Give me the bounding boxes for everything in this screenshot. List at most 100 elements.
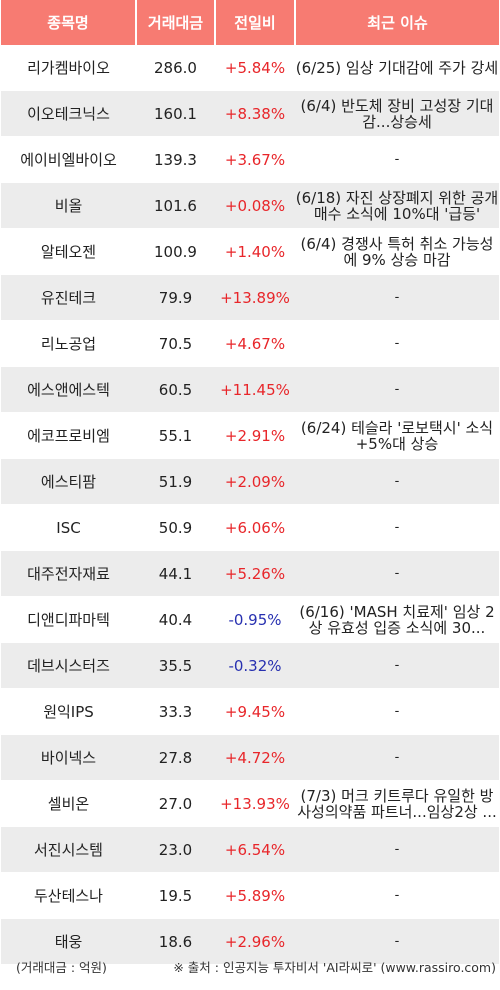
stock-name: 셀비온 [1, 780, 136, 827]
daily-change: +4.72% [215, 734, 295, 781]
table-row: 비올 101.6 +0.08% (6/18) 자진 상장폐지 위한 공개매수 소식에 … [1, 182, 499, 229]
recent-issue-text: (6/24) 테슬라 '로보택시' 소식 +5%대 상승 [300, 419, 494, 452]
daily-change: +9.45% [215, 688, 295, 735]
stock-name: 리노공업 [1, 320, 136, 367]
daily-change: +6.54% [215, 826, 295, 873]
trading-volume: 19.5 [136, 872, 215, 919]
stock-table: 종목명 거래대금 전일비 최근 이슈 리가켐바이오 286.0 +5.84% (6/2… [1, 0, 499, 965]
trading-volume: 286.0 [136, 45, 215, 91]
stock-name: 비올 [1, 182, 136, 229]
recent-issue-text: - [394, 565, 400, 581]
recent-issue-text: (6/4) 반도체 장비 고성장 기대감...상승세 [300, 97, 494, 130]
recent-issue-cell: (6/18) 자진 상장폐지 위한 공개매수 소식에 10%대 '급등' [295, 182, 499, 229]
trading-volume: 40.4 [136, 596, 215, 643]
table-row: 서진시스템 23.0 +6.54% - [1, 826, 499, 873]
trading-volume: 70.5 [136, 320, 215, 367]
recent-issue-text: (6/18) 자진 상장폐지 위한 공개매수 소식에 10%대 '급등' [295, 189, 499, 222]
trading-volume: 44.1 [136, 550, 215, 597]
recent-issue-text: (7/3) 머크 키트루다 유일한 방사성의약품 파트너...임상2상 ... [297, 787, 497, 820]
table-row: 유진테크 79.9 +13.89% - [1, 274, 499, 321]
recent-issue-text: - [394, 473, 400, 489]
recent-issue-cell: - [295, 642, 499, 689]
table-row: 에스앤에스텍 60.5 +11.45% - [1, 366, 499, 413]
stock-name: 알테오젠 [1, 228, 136, 275]
daily-change: +5.89% [215, 872, 295, 919]
recent-issue-cell: (6/4) 반도체 장비 고성장 기대감...상승세 [295, 90, 499, 137]
recent-issue-cell: - [295, 550, 499, 597]
recent-issue-text: (6/16) 'MASH 치료제' 임상 2상 유효성 입증 소식에 30... [299, 603, 495, 636]
trading-volume: 60.5 [136, 366, 215, 413]
trading-volume: 79.9 [136, 274, 215, 321]
table-row: 원익IPS 33.3 +9.45% - [1, 688, 499, 735]
recent-issue-cell: - [295, 734, 499, 781]
stock-name: ISC [1, 504, 136, 551]
table-row: ISC 50.9 +6.06% - [1, 504, 499, 551]
trading-volume: 160.1 [136, 90, 215, 137]
header-trading-volume: 거래대금 [136, 0, 216, 45]
table-row: 에코프로비엠 55.1 +2.91% (6/24) 테슬라 '로보택시' 소식 +5%… [1, 412, 499, 459]
recent-issue-text: (6/4) 경쟁사 특허 취소 가능성에 9% 상승 마감 [300, 235, 494, 268]
recent-issue-cell: (6/16) 'MASH 치료제' 임상 2상 유효성 입증 소식에 30... [295, 596, 499, 643]
stock-name: 에이비엘바이오 [1, 136, 136, 183]
stock-name: 서진시스템 [1, 826, 136, 873]
recent-issue-text: - [394, 841, 400, 857]
daily-change: +13.93% [215, 780, 295, 827]
recent-issue-text: - [394, 151, 400, 167]
header-daily-change: 전일비 [215, 0, 296, 45]
table-row: 리가켐바이오 286.0 +5.84% (6/25) 임상 기대감에 주가 강세 [1, 45, 499, 91]
daily-change: +1.40% [215, 228, 295, 275]
stock-name: 대주전자재료 [1, 550, 136, 597]
daily-change: +5.26% [215, 550, 295, 597]
trading-volume: 18.6 [136, 918, 215, 965]
stock-name: 데브시스터즈 [1, 642, 136, 689]
table-row: 알테오젠 100.9 +1.40% (6/4) 경쟁사 특허 취소 가능성에 9% 상… [1, 228, 499, 275]
recent-issue-text: - [394, 703, 400, 719]
daily-change: +5.84% [215, 45, 295, 91]
trading-volume: 50.9 [136, 504, 215, 551]
recent-issue-cell: - [295, 826, 499, 873]
stock-name: 에스앤에스텍 [1, 366, 136, 413]
trading-volume: 33.3 [136, 688, 215, 735]
header-recent-issue: 최근 이슈 [295, 0, 499, 45]
trading-volume: 139.3 [136, 136, 215, 183]
recent-issue-cell: - [295, 688, 499, 735]
recent-issue-cell: - [295, 918, 499, 965]
stock-name: 두산테스나 [1, 872, 136, 919]
unit-note: (거래대금 : 억원) [16, 960, 107, 975]
stock-name: 태웅 [1, 918, 136, 965]
table-row: 대주전자재료 44.1 +5.26% - [1, 550, 499, 597]
recent-issue-cell: (6/4) 경쟁사 특허 취소 가능성에 9% 상승 마감 [295, 228, 499, 275]
recent-issue-cell: - [295, 504, 499, 551]
table-header: 종목명 거래대금 전일비 최근 이슈 [1, 0, 499, 45]
recent-issue-text: - [394, 335, 400, 351]
recent-issue-text: - [394, 519, 400, 535]
stock-name: 바이넥스 [1, 734, 136, 781]
table-row: 데브시스터즈 35.5 -0.32% - [1, 642, 499, 689]
table-row: 바이넥스 27.8 +4.72% - [1, 734, 499, 781]
recent-issue-cell: - [295, 274, 499, 321]
recent-issue-cell: - [295, 136, 499, 183]
daily-change: +11.45% [215, 366, 295, 413]
table-row: 태웅 18.6 +2.96% - [1, 918, 499, 965]
trading-volume: 35.5 [136, 642, 215, 689]
trading-volume: 101.6 [136, 182, 215, 229]
recent-issue-cell: - [295, 872, 499, 919]
daily-change: +0.08% [215, 182, 295, 229]
recent-issue-cell: - [295, 458, 499, 505]
daily-change: +8.38% [215, 90, 295, 137]
table-body: 리가켐바이오 286.0 +5.84% (6/25) 임상 기대감에 주가 강세 이오테… [1, 45, 499, 965]
recent-issue-text: - [394, 749, 400, 765]
recent-issue-text: (6/25) 임상 기대감에 주가 강세 [295, 59, 499, 76]
recent-issue-cell: (6/24) 테슬라 '로보택시' 소식 +5%대 상승 [295, 412, 499, 459]
trading-volume: 55.1 [136, 412, 215, 459]
recent-issue-text: - [394, 289, 400, 305]
footer: (거래대금 : 억원) ※ 출처 : 인공지능 투자비서 'AI라씨로' (ww… [0, 955, 500, 975]
table-row: 셀비온 27.0 +13.93% (7/3) 머크 키트루다 유일한 방사성의약품 파… [1, 780, 499, 827]
stock-name: 에코프로비엠 [1, 412, 136, 459]
daily-change: +2.09% [215, 458, 295, 505]
stock-name: 에스티팜 [1, 458, 136, 505]
table-row: 디앤디파마텍 40.4 -0.95% (6/16) 'MASH 치료제' 임상 2상 … [1, 596, 499, 643]
table-row: 에스티팜 51.9 +2.09% - [1, 458, 499, 505]
recent-issue-text: - [394, 887, 400, 903]
